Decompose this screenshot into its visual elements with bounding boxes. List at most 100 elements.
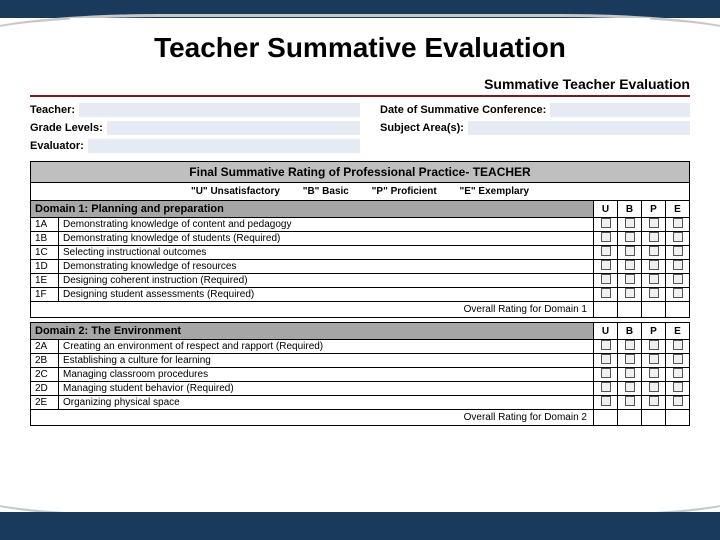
d2-checkbox-b[interactable] [618,354,642,368]
legend-e: "E" Exemplary [460,186,530,197]
d1-checkbox-u[interactable] [594,288,618,302]
domain2-overall-b[interactable] [617,410,641,425]
domain2-overall-e[interactable] [665,410,689,425]
d2-checkbox-p[interactable] [642,368,666,382]
d2-checkbox-u[interactable] [594,368,618,382]
evaluator-field[interactable] [88,139,360,153]
d1-checkbox-u[interactable] [594,218,618,232]
d1-checkbox-u[interactable] [594,246,618,260]
d1-checkbox-u[interactable] [594,260,618,274]
d2-checkbox-p[interactable] [642,340,666,354]
table-row: 2EOrganizing physical space [31,396,690,410]
rating-legend: "U" Unsatisfactory "B" Basic "P" Profici… [30,183,690,200]
d2-checkbox-e[interactable] [666,396,690,410]
date-label: Date of Summative Conference: [380,104,546,116]
d1-checkbox-p[interactable] [642,274,666,288]
col-b: B [618,201,642,218]
d1-checkbox-b[interactable] [618,232,642,246]
checkbox-icon [625,274,635,284]
d2-checkbox-p[interactable] [642,354,666,368]
d1-checkbox-p[interactable] [642,288,666,302]
col-e2: E [666,323,690,340]
d2-checkbox-b[interactable] [618,368,642,382]
table-row: 1EDesigning coherent instruction (Requir… [31,274,690,288]
domain1-overall-e[interactable] [665,302,689,317]
d1-code: 1D [31,260,59,274]
d1-checkbox-b[interactable] [618,274,642,288]
checkbox-icon [601,396,611,406]
domain1-overall-u[interactable] [593,302,617,317]
d1-checkbox-e[interactable] [666,232,690,246]
bottom-curve-accent [0,463,720,518]
domain2-overall: Overall Rating for Domain 2 [30,410,690,426]
d2-label: Establishing a culture for learning [59,354,594,368]
teacher-field[interactable] [79,103,360,117]
d1-checkbox-b[interactable] [618,218,642,232]
d1-checkbox-p[interactable] [642,232,666,246]
legend-p: "P" Proficient [372,186,437,197]
teacher-label: Teacher: [30,104,75,116]
d2-checkbox-u[interactable] [594,382,618,396]
d1-checkbox-p[interactable] [642,260,666,274]
date-field[interactable] [550,103,690,117]
col-b2: B [618,323,642,340]
d2-checkbox-b[interactable] [618,340,642,354]
d2-checkbox-b[interactable] [618,382,642,396]
checkbox-icon [673,232,683,242]
checkbox-icon [625,340,635,350]
checkbox-icon [673,382,683,392]
d1-checkbox-e[interactable] [666,274,690,288]
d2-checkbox-b[interactable] [618,396,642,410]
checkbox-icon [649,260,659,270]
checkbox-icon [649,354,659,364]
d2-checkbox-e[interactable] [666,382,690,396]
d1-checkbox-e[interactable] [666,260,690,274]
domain1-overall-p[interactable] [641,302,665,317]
d1-checkbox-e[interactable] [666,218,690,232]
d2-checkbox-u[interactable] [594,354,618,368]
col-u: U [594,201,618,218]
table-row: 2ACreating an environment of respect and… [31,340,690,354]
d1-checkbox-p[interactable] [642,246,666,260]
d1-code: 1A [31,218,59,232]
d2-checkbox-p[interactable] [642,396,666,410]
checkbox-icon [673,246,683,256]
d2-checkbox-u[interactable] [594,396,618,410]
d1-checkbox-b[interactable] [618,246,642,260]
d2-code: 2A [31,340,59,354]
d2-checkbox-e[interactable] [666,340,690,354]
d1-checkbox-u[interactable] [594,232,618,246]
grade-field[interactable] [107,121,360,135]
checkbox-icon [673,274,683,284]
d1-checkbox-b[interactable] [618,288,642,302]
d2-code: 2C [31,368,59,382]
checkbox-icon [649,340,659,350]
subject-field[interactable] [468,121,690,135]
checkbox-icon [673,218,683,228]
checkbox-icon [625,260,635,270]
checkbox-icon [601,382,611,392]
d1-checkbox-e[interactable] [666,246,690,260]
d1-label: Demonstrating knowledge of content and p… [59,218,594,232]
legend-b: "B" Basic [303,186,349,197]
checkbox-icon [601,274,611,284]
d1-checkbox-u[interactable] [594,274,618,288]
checkbox-icon [649,382,659,392]
d1-checkbox-e[interactable] [666,288,690,302]
domain1-overall-b[interactable] [617,302,641,317]
domain2-overall-u[interactable] [593,410,617,425]
checkbox-icon [625,232,635,242]
d1-checkbox-b[interactable] [618,260,642,274]
d1-checkbox-p[interactable] [642,218,666,232]
d2-checkbox-e[interactable] [666,368,690,382]
d1-code: 1F [31,288,59,302]
checkbox-icon [601,354,611,364]
domain1-table: Domain 1: Planning and preparation U B P… [30,200,690,302]
checkbox-icon [649,232,659,242]
d2-checkbox-u[interactable] [594,340,618,354]
d2-checkbox-p[interactable] [642,382,666,396]
checkbox-icon [601,368,611,378]
d1-code: 1E [31,274,59,288]
domain2-overall-p[interactable] [641,410,665,425]
d2-checkbox-e[interactable] [666,354,690,368]
